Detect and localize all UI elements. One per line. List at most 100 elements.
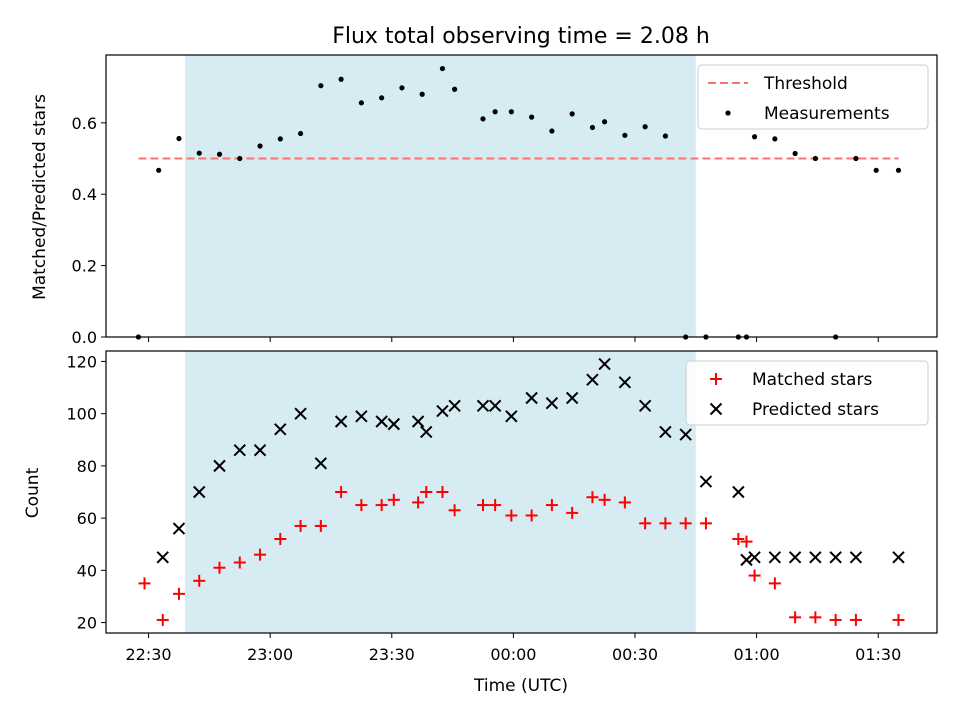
data-point xyxy=(809,611,822,624)
data-point xyxy=(809,551,822,564)
data-point xyxy=(618,376,632,389)
data-point xyxy=(565,391,579,405)
data-point xyxy=(355,499,368,512)
legend-box xyxy=(697,64,929,130)
data-point xyxy=(156,613,169,626)
data-point xyxy=(476,499,489,512)
data-point xyxy=(788,551,802,564)
x-tick-label: 22:30 xyxy=(126,645,172,664)
data-point xyxy=(193,574,206,587)
data-point xyxy=(338,76,344,82)
data-point xyxy=(589,124,596,131)
data-point xyxy=(436,486,449,498)
data-point xyxy=(829,551,842,564)
data-point xyxy=(529,114,535,120)
data-point xyxy=(853,155,859,162)
data-point xyxy=(193,485,206,499)
data-point xyxy=(213,459,226,473)
data-point xyxy=(476,399,490,413)
data-point xyxy=(399,85,405,91)
data-point xyxy=(505,410,518,423)
data-point xyxy=(892,613,905,626)
x-axis-label: Time (UTC) xyxy=(473,676,568,696)
data-point xyxy=(892,551,905,564)
data-point xyxy=(873,167,879,173)
data-point xyxy=(411,415,425,428)
data-point xyxy=(237,155,243,162)
x-tick-label: 01:00 xyxy=(734,645,780,664)
series-predicted-stars xyxy=(156,357,905,567)
data-point xyxy=(849,551,863,564)
data-point xyxy=(277,136,283,142)
data-point xyxy=(638,399,652,413)
data-point xyxy=(549,128,555,134)
data-point xyxy=(294,519,307,532)
panel-1: 0.0 0.2 0.4 0.6 Threshold Measurements xyxy=(72,54,938,347)
data-point xyxy=(172,587,185,600)
data-point xyxy=(586,373,599,386)
data-point xyxy=(586,491,599,504)
data-point xyxy=(387,417,401,431)
data-point xyxy=(257,143,263,149)
data-point xyxy=(253,444,267,457)
data-point xyxy=(659,517,672,530)
data-point xyxy=(452,86,458,92)
x-tick-label: 01:30 xyxy=(855,645,901,664)
data-point xyxy=(545,499,558,512)
y-tick-label: 60 xyxy=(77,509,97,528)
data-point xyxy=(489,499,502,512)
data-point xyxy=(569,111,575,117)
data-point xyxy=(768,577,781,590)
data-point xyxy=(314,519,327,532)
data-point xyxy=(598,493,611,506)
data-point xyxy=(480,116,486,122)
data-point xyxy=(525,391,538,405)
y-tick-label: 0.0 xyxy=(72,328,97,347)
data-point xyxy=(420,486,433,498)
data-point xyxy=(274,533,287,545)
data-point xyxy=(772,136,778,142)
y-tick-label: 40 xyxy=(77,561,97,580)
legend-item: Predicted stars xyxy=(709,400,879,420)
data-point xyxy=(740,553,753,567)
legend-item: Measurements xyxy=(725,104,890,124)
data-point xyxy=(233,444,246,457)
data-point xyxy=(488,399,502,413)
data-point xyxy=(156,551,169,564)
data-point xyxy=(699,475,713,488)
data-point xyxy=(566,506,579,519)
data-point xyxy=(358,100,364,106)
legend-label: Predicted stars xyxy=(752,400,879,420)
x-tick-label: 00:00 xyxy=(490,645,536,664)
y-tick-label: 0.4 xyxy=(72,185,97,204)
data-point xyxy=(740,535,753,548)
legend-box xyxy=(685,360,929,426)
y-tick-label: 0.2 xyxy=(72,257,97,276)
data-point xyxy=(318,83,324,89)
chart-title: Flux total observing time = 2.08 h xyxy=(332,24,710,49)
data-point xyxy=(254,548,267,561)
data-point xyxy=(297,130,304,137)
data-point xyxy=(525,509,538,522)
series-matched-stars xyxy=(138,486,905,626)
data-point xyxy=(545,397,559,410)
legend-label: Matched stars xyxy=(752,370,872,390)
data-point xyxy=(622,132,628,138)
data-point xyxy=(829,613,842,626)
data-point xyxy=(768,551,782,564)
data-point xyxy=(732,485,745,499)
legend-swatch xyxy=(710,373,722,385)
data-point xyxy=(789,611,802,624)
data-point xyxy=(138,577,151,590)
observing-span xyxy=(185,55,696,337)
y-tick-label: 20 xyxy=(77,614,97,633)
data-point xyxy=(294,407,307,420)
data-point xyxy=(662,133,669,139)
data-point xyxy=(314,457,328,470)
data-point xyxy=(216,151,223,157)
data-point xyxy=(233,556,246,569)
data-point xyxy=(732,533,745,545)
legend-label: Measurements xyxy=(764,104,890,124)
data-point xyxy=(659,425,672,439)
